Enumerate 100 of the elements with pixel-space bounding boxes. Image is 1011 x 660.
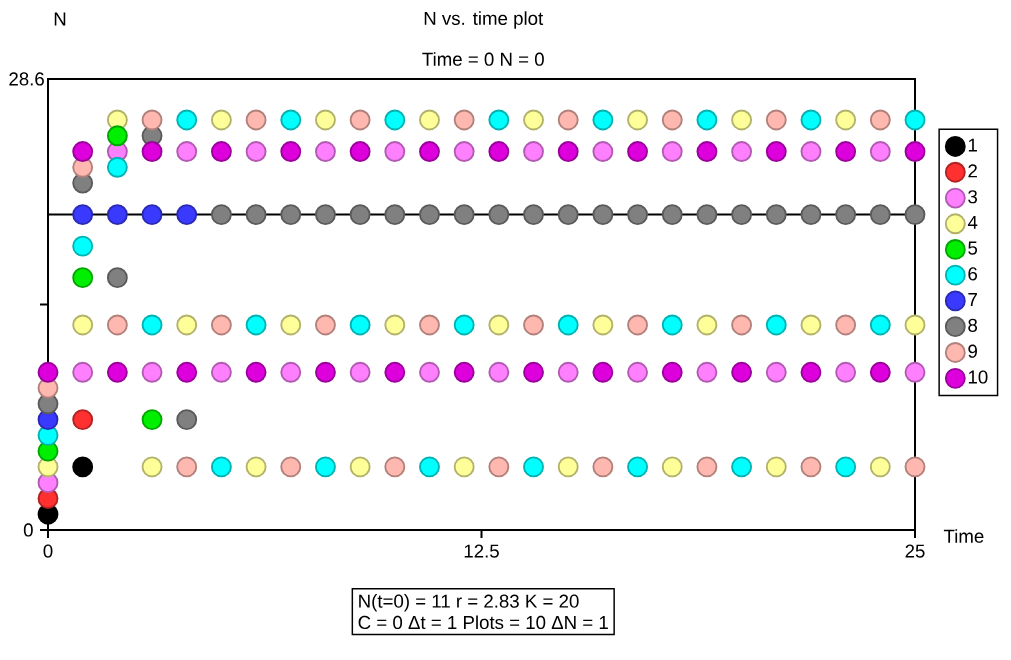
point xyxy=(72,361,94,383)
point xyxy=(592,314,614,336)
point xyxy=(869,314,891,336)
point xyxy=(106,267,128,289)
point xyxy=(72,141,94,162)
point xyxy=(384,456,406,478)
point xyxy=(765,314,787,336)
point xyxy=(315,141,336,162)
point xyxy=(384,361,406,383)
point xyxy=(627,204,648,226)
point xyxy=(141,314,163,336)
point xyxy=(904,456,926,478)
point xyxy=(557,109,579,131)
point xyxy=(557,456,579,478)
point xyxy=(661,109,683,131)
point xyxy=(245,204,267,226)
point xyxy=(661,314,683,336)
point xyxy=(280,204,302,226)
point xyxy=(800,141,822,162)
point xyxy=(904,361,926,383)
legend-label: 6 xyxy=(968,267,978,281)
point xyxy=(696,204,718,226)
point xyxy=(557,361,579,383)
point xyxy=(869,456,891,478)
point xyxy=(384,314,406,336)
point xyxy=(141,409,163,431)
x-tick-label: 12.5 xyxy=(464,544,499,558)
point xyxy=(696,456,718,478)
point xyxy=(384,109,406,131)
point xyxy=(523,204,544,226)
point xyxy=(141,361,163,383)
point xyxy=(731,204,753,226)
point xyxy=(488,314,510,336)
point xyxy=(419,456,440,478)
point xyxy=(765,361,787,383)
point xyxy=(557,141,579,162)
point xyxy=(627,314,648,336)
point xyxy=(523,314,544,336)
point xyxy=(315,109,336,131)
point xyxy=(869,361,891,383)
legend-label: 1 xyxy=(968,138,977,152)
point xyxy=(245,456,267,478)
point xyxy=(419,204,440,226)
point xyxy=(245,141,267,162)
point xyxy=(800,314,822,336)
point xyxy=(384,204,406,226)
point xyxy=(106,204,128,226)
point xyxy=(419,361,440,383)
point xyxy=(141,204,163,226)
point xyxy=(72,456,94,478)
point xyxy=(176,361,198,383)
point xyxy=(765,141,787,162)
point xyxy=(592,109,614,131)
point xyxy=(106,125,128,147)
x-axis-title: Time xyxy=(943,529,984,543)
point xyxy=(523,361,544,383)
point xyxy=(800,204,822,226)
legend-label: 10 xyxy=(968,370,988,384)
point xyxy=(488,109,510,131)
point xyxy=(141,456,163,478)
legend-label: 5 xyxy=(968,241,978,255)
point xyxy=(349,141,371,162)
legend-label: 2 xyxy=(968,164,977,178)
point xyxy=(904,141,926,162)
point xyxy=(349,109,371,131)
point xyxy=(523,456,544,478)
point xyxy=(245,314,267,336)
point xyxy=(627,456,648,478)
point xyxy=(731,361,753,383)
point xyxy=(453,361,475,383)
point xyxy=(419,314,440,336)
point xyxy=(210,361,232,383)
point xyxy=(696,361,718,383)
point xyxy=(37,361,59,383)
point xyxy=(176,109,198,131)
point xyxy=(453,456,475,478)
point xyxy=(176,409,198,431)
point xyxy=(800,456,822,478)
point xyxy=(419,109,440,131)
point xyxy=(72,204,94,226)
point xyxy=(731,141,753,162)
point xyxy=(280,314,302,336)
point xyxy=(72,235,94,257)
point xyxy=(592,361,614,383)
point xyxy=(210,109,232,131)
point xyxy=(349,456,371,478)
point xyxy=(349,361,371,383)
point xyxy=(176,456,198,478)
legend-label: 4 xyxy=(967,215,978,229)
point xyxy=(280,361,302,383)
point xyxy=(210,141,232,162)
point xyxy=(453,314,475,336)
point xyxy=(731,314,753,336)
point xyxy=(835,204,857,226)
point xyxy=(765,204,787,226)
point xyxy=(176,314,198,336)
point xyxy=(280,109,302,131)
point xyxy=(904,109,926,131)
point xyxy=(696,109,718,131)
legend-label: 3 xyxy=(968,190,978,204)
